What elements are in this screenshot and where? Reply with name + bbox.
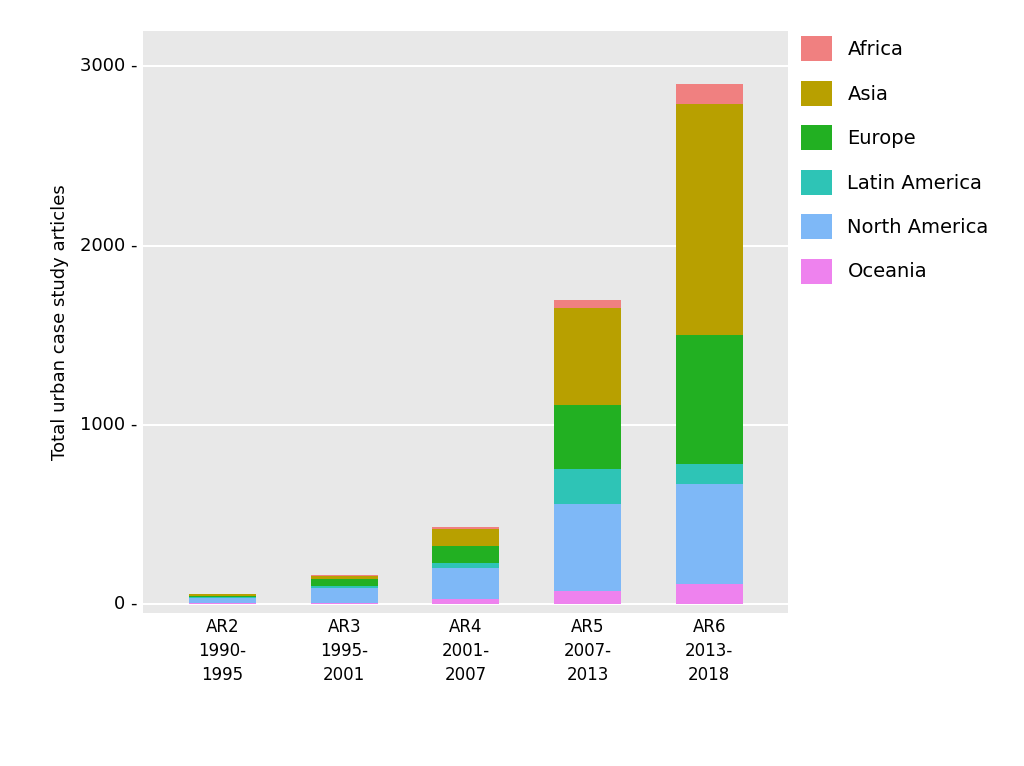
Bar — [432, 568, 500, 599]
Bar — [189, 598, 256, 604]
Bar — [432, 529, 500, 546]
Bar — [310, 579, 378, 585]
Bar — [554, 591, 622, 604]
Bar — [554, 405, 622, 470]
Bar — [554, 470, 622, 503]
Bar — [432, 527, 500, 529]
Bar — [554, 503, 622, 591]
Bar — [432, 599, 500, 604]
Bar — [432, 546, 500, 563]
Bar — [310, 585, 378, 588]
Bar — [676, 84, 742, 104]
Bar — [310, 575, 378, 579]
Bar — [676, 104, 742, 336]
Bar — [676, 584, 742, 604]
Bar — [554, 308, 622, 405]
Bar — [676, 464, 742, 484]
Bar — [432, 563, 500, 568]
Y-axis label: Total urban case study articles: Total urban case study articles — [51, 184, 70, 460]
Bar — [554, 300, 622, 308]
Bar — [189, 596, 256, 597]
Bar — [310, 588, 378, 603]
Bar — [676, 484, 742, 584]
Bar — [310, 603, 378, 604]
Bar — [189, 594, 256, 596]
Bar — [310, 574, 378, 575]
Legend: Africa, Asia, Europe, Latin America, North America, Oceania: Africa, Asia, Europe, Latin America, Nor… — [795, 31, 994, 290]
Bar — [676, 336, 742, 464]
